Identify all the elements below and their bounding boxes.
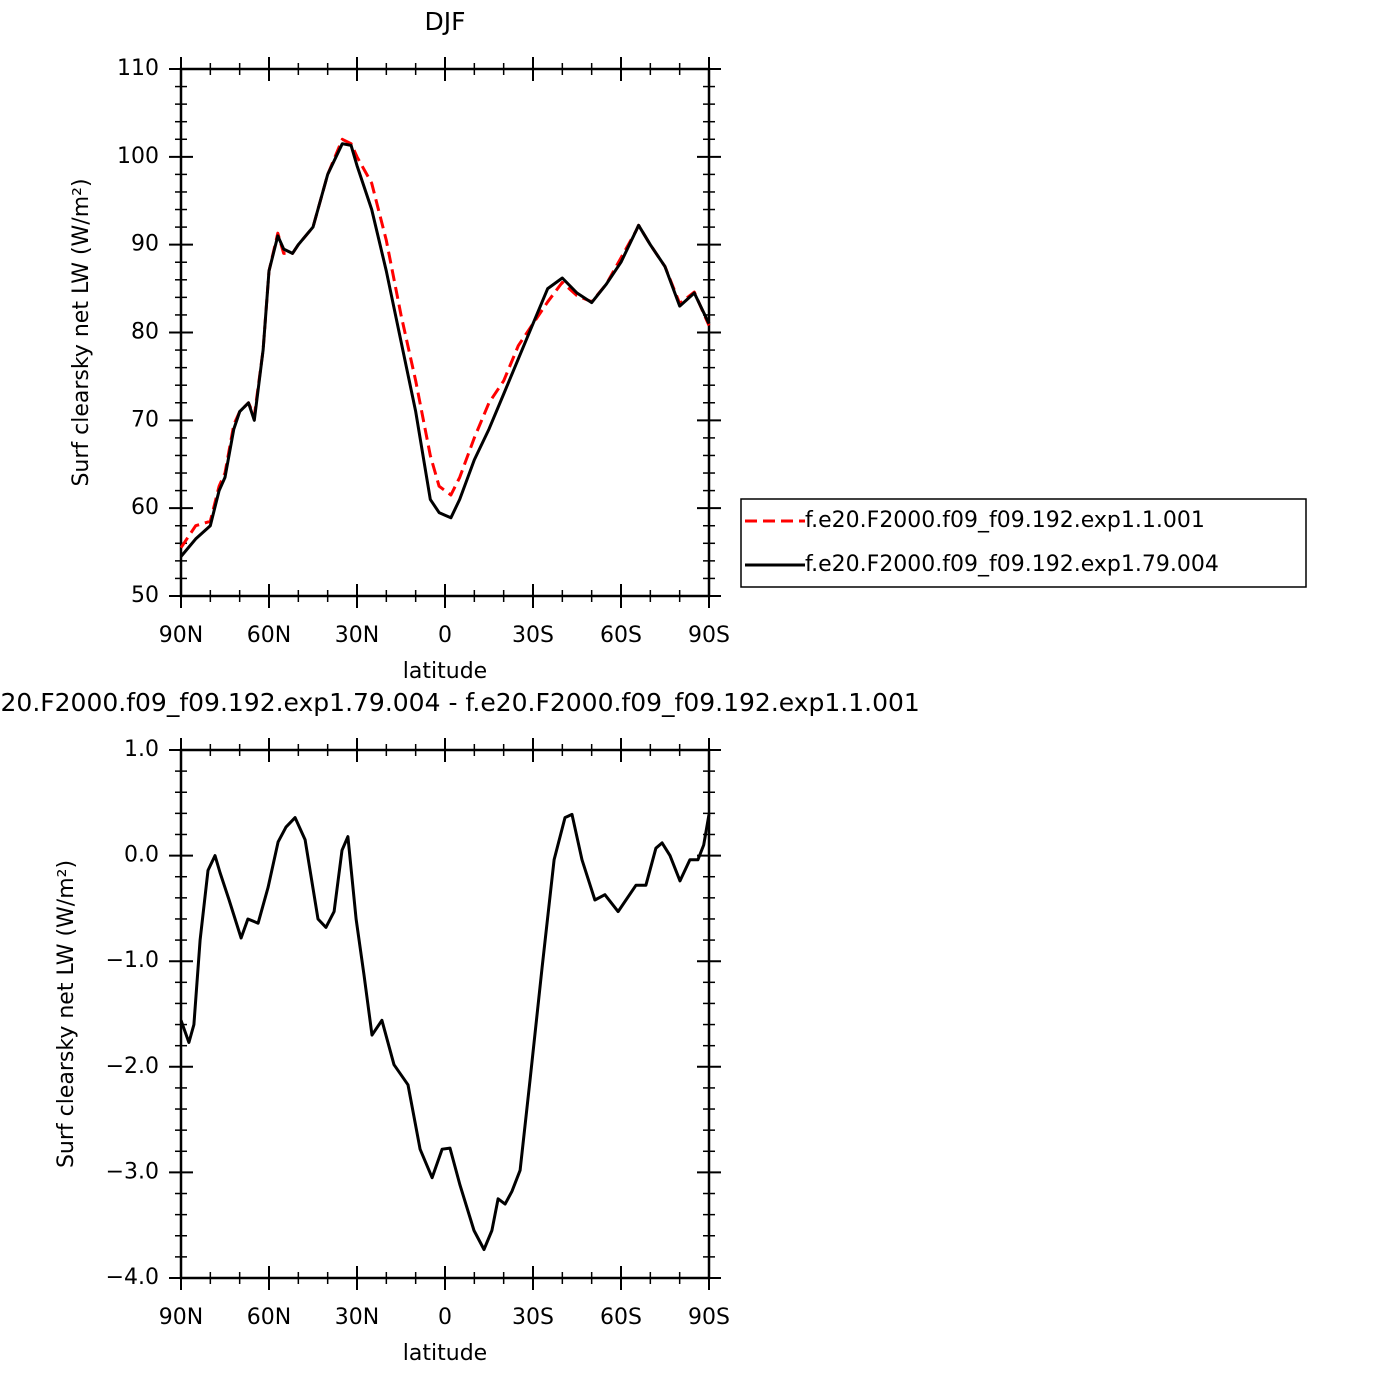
y-tick-label: 100 (117, 144, 159, 169)
y-tick-label: 60 (131, 495, 159, 520)
x-tick-label: 60S (600, 623, 642, 648)
y-tick-label: −2.0 (106, 1054, 159, 1079)
x-axis-label: latitude (403, 659, 487, 684)
x-tick-label: 90S (688, 1305, 730, 1330)
data-line (179, 142, 711, 558)
x-tick-label: 30S (512, 1305, 554, 1330)
x-tick-label: 90S (688, 623, 730, 648)
x-tick-label: 60S (600, 1305, 642, 1330)
legend: f.e20.F2000.f09_f09.192.exp1.1.001 f.e20.… (740, 498, 1307, 588)
x-tick-label: 60N (247, 1305, 291, 1330)
x-tick-label: 30N (335, 1305, 379, 1330)
x-tick-label: 90N (159, 1305, 203, 1330)
x-tick-label: 0 (438, 623, 452, 648)
x-tick-label: 30S (512, 623, 554, 648)
chart-title: f.e20.F2000.f09_f09.192.exp1.79.004 - f.… (0, 688, 920, 717)
x-tick-label: 60N (247, 623, 291, 648)
y-tick-label: 110 (117, 56, 159, 81)
data-line (179, 812, 711, 1251)
y-tick-label: −3.0 (106, 1159, 159, 1184)
data-line (179, 137, 711, 549)
plot-frame (179, 67, 711, 598)
y-tick-label: 1.0 (124, 737, 159, 762)
legend-label: f.e20.F2000.f09_f09.192.exp1.79.004 (805, 552, 1219, 577)
y-axis-label: Surf clearsky net LW (W/m²) (69, 178, 94, 486)
legend-box (740, 498, 1307, 588)
y-axis-label: Surf clearsky net LW (W/m²) (54, 860, 79, 1168)
chart-title: DJF (424, 7, 465, 36)
x-axis-label: latitude (403, 1341, 487, 1366)
legend-label: f.e20.F2000.f09_f09.192.exp1.1.001 (805, 508, 1205, 533)
y-tick-label: −4.0 (106, 1265, 159, 1290)
y-tick-label: 90 (131, 232, 159, 257)
y-tick-label: 80 (131, 320, 159, 345)
y-tick-label: 0.0 (124, 843, 159, 868)
y-tick-label: −1.0 (106, 948, 159, 973)
y-tick-label: 70 (131, 407, 159, 432)
x-tick-label: 0 (438, 1305, 452, 1330)
x-tick-label: 30N (335, 623, 379, 648)
plot-frame (179, 748, 711, 1280)
y-tick-label: 50 (131, 583, 159, 608)
x-tick-label: 90N (159, 623, 203, 648)
